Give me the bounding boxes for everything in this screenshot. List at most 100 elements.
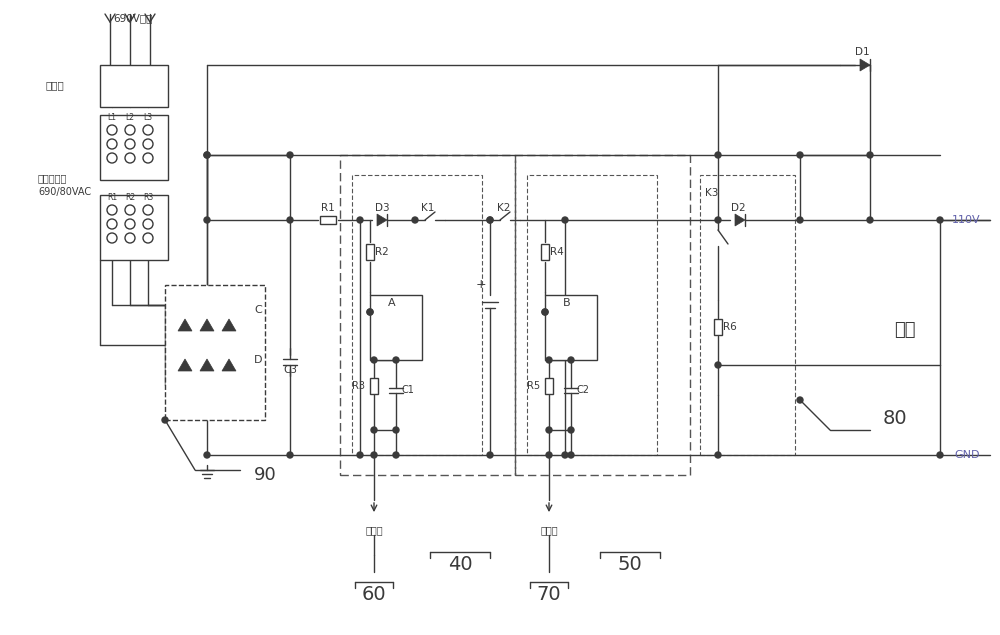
Text: 40: 40 [448,556,472,575]
Circle shape [371,427,377,433]
Circle shape [715,362,721,368]
Text: C: C [254,305,262,315]
Circle shape [371,452,377,458]
Bar [714,319,722,335]
Circle shape [204,152,210,158]
Circle shape [487,452,493,458]
Text: R4: R4 [550,247,564,257]
Bar [515,155,690,475]
Text: 690/80VAC: 690/80VAC [38,187,91,197]
Circle shape [371,357,377,363]
Text: 断路器: 断路器 [45,80,64,90]
Circle shape [412,217,418,223]
Text: R1: R1 [107,194,117,203]
Text: +: + [476,279,486,291]
Polygon shape [735,214,745,226]
Circle shape [937,217,943,223]
Bar [352,175,482,455]
Text: D: D [254,355,262,365]
Text: R6: R6 [723,322,737,332]
Bar [527,175,657,455]
Polygon shape [860,59,870,71]
Text: R3: R3 [143,194,153,203]
Polygon shape [178,319,192,331]
Text: 90: 90 [254,466,276,484]
Bar [320,216,336,224]
Bar [340,155,515,475]
Circle shape [715,217,721,223]
Circle shape [568,357,574,363]
Text: 110V: 110V [951,215,980,225]
Text: 50: 50 [618,556,642,575]
Circle shape [562,452,568,458]
Circle shape [562,217,568,223]
Circle shape [715,452,721,458]
Circle shape [204,152,210,158]
Circle shape [542,309,548,315]
Circle shape [357,217,363,223]
Text: 控制器: 控制器 [540,525,558,535]
Circle shape [797,397,803,403]
Text: GND: GND [954,450,980,460]
Circle shape [204,452,210,458]
Polygon shape [222,319,236,331]
Text: K3: K3 [705,188,719,198]
Circle shape [393,357,399,363]
Text: 690V进电: 690V进电 [113,13,153,23]
Circle shape [367,309,373,315]
Polygon shape [200,359,214,371]
Bar [545,378,553,394]
Bar [165,285,265,420]
Text: K1: K1 [421,203,435,213]
Circle shape [568,452,574,458]
Bar [366,244,374,260]
Circle shape [867,217,873,223]
Bar [370,295,422,360]
Text: R1: R1 [321,203,335,213]
Circle shape [797,217,803,223]
Polygon shape [222,359,236,371]
Circle shape [487,217,493,223]
Bar [100,65,168,107]
Circle shape [546,357,552,363]
Text: K2: K2 [497,203,511,213]
Circle shape [287,452,293,458]
Text: B: B [563,298,571,308]
Text: C1: C1 [402,385,414,395]
Circle shape [204,217,210,223]
Circle shape [542,309,548,315]
Text: R5: R5 [527,381,540,391]
Text: L3: L3 [143,114,153,123]
Circle shape [546,452,552,458]
Text: C3: C3 [283,365,297,375]
Circle shape [715,152,721,158]
Text: A: A [388,298,396,308]
Circle shape [287,152,293,158]
Bar [700,175,795,455]
Text: 60: 60 [362,585,386,605]
Polygon shape [200,319,214,331]
Circle shape [287,217,293,223]
Circle shape [357,452,363,458]
Bar [100,115,168,180]
Circle shape [393,452,399,458]
Circle shape [393,427,399,433]
Text: 80: 80 [883,408,907,427]
Bar [370,378,378,394]
Bar [545,295,597,360]
Polygon shape [178,359,192,371]
Circle shape [367,309,373,315]
Circle shape [937,452,943,458]
Circle shape [568,427,574,433]
Circle shape [487,217,493,223]
Text: D1: D1 [855,47,869,57]
Circle shape [546,427,552,433]
Circle shape [162,417,168,423]
Text: D3: D3 [375,203,389,213]
Bar [541,244,549,260]
Bar [100,195,168,260]
Polygon shape [377,214,387,226]
Text: 控制器: 控制器 [365,525,383,535]
Text: 三相变压器: 三相变压器 [38,173,67,183]
Text: L2: L2 [126,114,134,123]
